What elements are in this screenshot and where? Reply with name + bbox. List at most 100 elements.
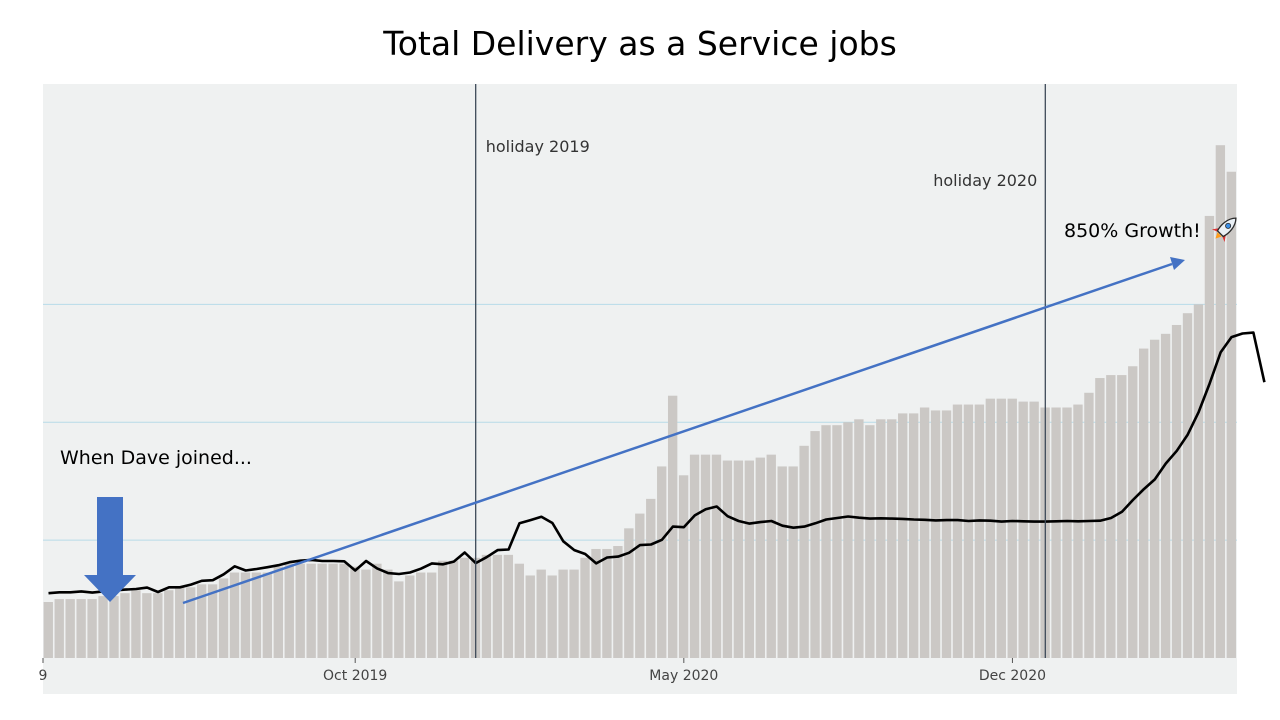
- bar: [547, 575, 557, 658]
- bar: [1171, 324, 1182, 658]
- bar: [251, 572, 262, 658]
- bar: [591, 548, 601, 658]
- bar: [131, 590, 141, 658]
- bar: [1117, 375, 1127, 658]
- bar: [295, 563, 305, 658]
- bar: [678, 475, 689, 658]
- bar: [700, 454, 711, 658]
- bar: [1160, 333, 1171, 658]
- bar: [361, 569, 371, 658]
- bar: [832, 425, 842, 658]
- bar: [514, 563, 524, 658]
- bar: [437, 560, 448, 658]
- bar: [799, 445, 809, 658]
- bar: [1204, 215, 1215, 659]
- holiday-label: holiday 2019: [486, 137, 590, 156]
- bar: [175, 587, 185, 658]
- bar: [1018, 401, 1028, 658]
- bar: [1062, 407, 1072, 658]
- bar: [996, 398, 1006, 658]
- bar: [350, 566, 360, 658]
- bar: [339, 563, 349, 658]
- x-tick-label: May 2020: [649, 668, 718, 684]
- bar: [711, 454, 722, 658]
- bar: [196, 584, 207, 658]
- bar: [952, 404, 963, 658]
- bar: [646, 498, 656, 658]
- bar: [503, 554, 514, 658]
- bar: [821, 425, 831, 658]
- bar: [613, 546, 623, 658]
- bar: [426, 572, 437, 658]
- bar: [405, 575, 415, 658]
- bar: [1226, 171, 1236, 658]
- bar: [416, 572, 426, 658]
- bar: [941, 410, 952, 658]
- bar: [876, 419, 886, 658]
- bar: [865, 425, 875, 658]
- bar: [624, 528, 634, 658]
- annotation-growth: 850% Growth!: [1064, 220, 1201, 242]
- bar: [306, 563, 316, 658]
- bar: [207, 584, 218, 658]
- bar: [492, 554, 503, 658]
- bar: [657, 466, 667, 658]
- bar: [65, 599, 75, 658]
- bar: [898, 413, 908, 658]
- bar: [262, 572, 273, 658]
- page-title: Total Delivery as a Service jobs: [383, 24, 897, 63]
- bar: [153, 593, 163, 658]
- bar: [766, 454, 776, 658]
- bar: [777, 466, 787, 658]
- bar: [580, 557, 590, 658]
- bar: [963, 404, 974, 658]
- bar: [1215, 145, 1226, 658]
- growth-arrow-head: [1170, 257, 1185, 270]
- bar: [218, 578, 229, 658]
- bar: [930, 410, 941, 658]
- bar: [635, 513, 645, 658]
- bar: [843, 422, 853, 658]
- bar: [120, 593, 130, 658]
- bar: [1139, 348, 1149, 658]
- moving-average-line: [48, 331, 1266, 595]
- bar: [525, 575, 535, 658]
- bar: [1029, 401, 1039, 658]
- bar: [689, 454, 700, 658]
- growth-arrow-line: [182, 262, 1173, 605]
- bar: [810, 431, 820, 658]
- holiday-label: holiday 2020: [933, 171, 1037, 190]
- bar: [1128, 366, 1138, 658]
- bar: [558, 569, 568, 658]
- bar: [481, 554, 492, 658]
- bar: [919, 407, 930, 658]
- bar: [985, 398, 996, 658]
- bar: [536, 569, 546, 658]
- bar: [54, 599, 64, 658]
- bar: [788, 466, 798, 658]
- bar: [602, 548, 612, 658]
- bar: [1051, 407, 1061, 658]
- bar: [459, 557, 470, 658]
- bar: [109, 596, 119, 658]
- bar: [98, 596, 108, 658]
- bar: [317, 563, 327, 658]
- bar: [974, 404, 985, 658]
- bar: [1084, 392, 1094, 658]
- bar: [43, 602, 53, 658]
- bar: [854, 419, 864, 658]
- bar: [273, 566, 283, 658]
- x-tick-label: Dec 2020: [979, 668, 1046, 684]
- bar: [722, 460, 733, 658]
- bar: [733, 460, 744, 658]
- bar: [186, 587, 196, 658]
- bar: [87, 599, 97, 658]
- bar: [394, 581, 404, 658]
- bar: [1095, 378, 1105, 658]
- bar: [569, 569, 579, 658]
- bar: [229, 572, 240, 658]
- bar: [755, 457, 765, 658]
- bar: [284, 563, 294, 658]
- bar: [328, 563, 338, 658]
